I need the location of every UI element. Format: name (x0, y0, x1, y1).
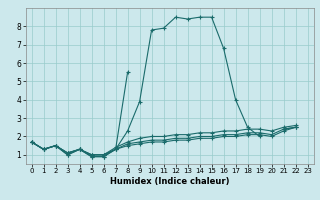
X-axis label: Humidex (Indice chaleur): Humidex (Indice chaleur) (110, 177, 229, 186)
